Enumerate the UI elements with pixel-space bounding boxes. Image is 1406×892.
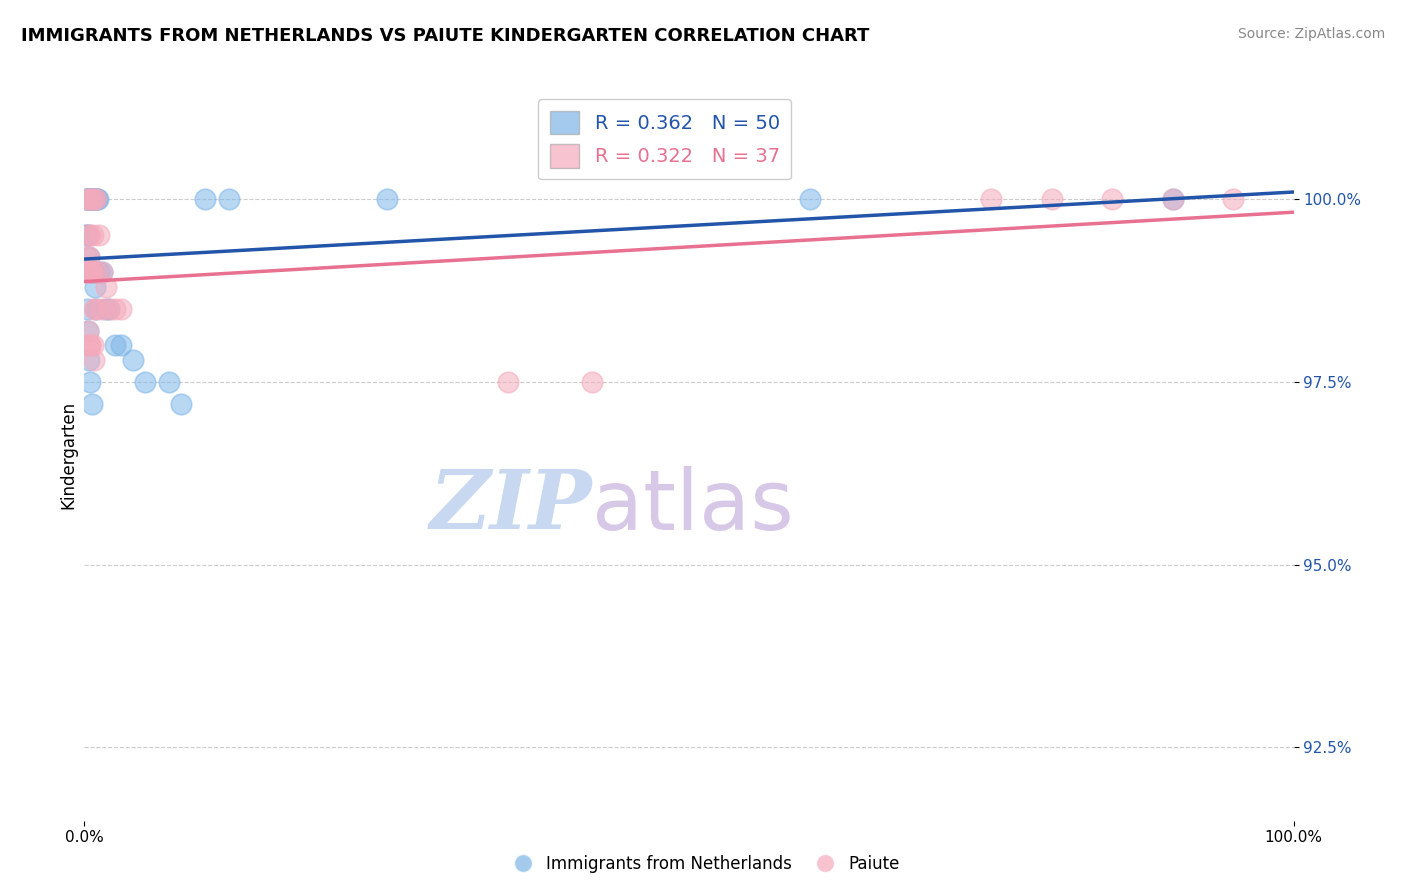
- Point: [79, 192, 101, 206]
- Point: [77, 324, 100, 338]
- Point: [1161, 192, 1184, 206]
- Point: [77, 251, 100, 265]
- Point: [75, 228, 97, 243]
- Point: [77, 192, 100, 206]
- Point: [91, 265, 114, 279]
- Point: [79, 192, 101, 206]
- Point: [86, 301, 108, 316]
- Point: [799, 192, 821, 206]
- Point: [80, 265, 103, 279]
- Point: [110, 301, 132, 316]
- Point: [97, 301, 120, 316]
- Point: [375, 192, 398, 206]
- Text: IMMIGRANTS FROM NETHERLANDS VS PAIUTE KINDERGARTEN CORRELATION CHART: IMMIGRANTS FROM NETHERLANDS VS PAIUTE KI…: [21, 27, 869, 45]
- Point: [86, 192, 108, 206]
- Point: [77, 228, 100, 243]
- Point: [77, 251, 100, 265]
- Point: [80, 265, 103, 279]
- Point: [77, 192, 100, 206]
- Y-axis label: Kindergarten: Kindergarten: [59, 401, 77, 509]
- Point: [82, 192, 104, 206]
- Point: [134, 375, 156, 389]
- Point: [82, 192, 104, 206]
- Point: [82, 192, 104, 206]
- Point: [76, 251, 98, 265]
- Point: [980, 192, 1002, 206]
- Point: [76, 192, 98, 206]
- Legend: R = 0.362   N = 50, R = 0.322   N = 37: R = 0.362 N = 50, R = 0.322 N = 37: [538, 99, 792, 179]
- Point: [79, 265, 101, 279]
- Point: [94, 279, 117, 293]
- Point: [77, 192, 100, 206]
- Point: [83, 192, 105, 206]
- Point: [76, 228, 98, 243]
- Point: [77, 352, 100, 367]
- Point: [76, 301, 98, 316]
- Point: [75, 192, 97, 206]
- Point: [77, 324, 100, 338]
- Point: [1040, 192, 1063, 206]
- Point: [1161, 192, 1184, 206]
- Point: [86, 301, 108, 316]
- Point: [1222, 192, 1244, 206]
- Point: [87, 265, 110, 279]
- Point: [83, 352, 105, 367]
- Point: [104, 301, 127, 316]
- Point: [86, 265, 108, 279]
- Point: [194, 192, 217, 206]
- Point: [581, 375, 603, 389]
- Point: [83, 192, 105, 206]
- Point: [86, 192, 108, 206]
- Point: [91, 265, 114, 279]
- Point: [76, 265, 98, 279]
- Text: atlas: atlas: [592, 466, 794, 547]
- Point: [86, 192, 108, 206]
- Point: [87, 228, 110, 243]
- Point: [86, 192, 108, 206]
- Point: [76, 192, 98, 206]
- Point: [157, 375, 180, 389]
- Point: [77, 228, 100, 243]
- Point: [83, 265, 105, 279]
- Point: [80, 397, 103, 411]
- Point: [82, 338, 104, 352]
- Point: [97, 301, 120, 316]
- Point: [80, 192, 103, 206]
- Point: [82, 228, 104, 243]
- Point: [79, 375, 101, 389]
- Point: [79, 338, 101, 352]
- Legend: Immigrants from Netherlands, Paiute: Immigrants from Netherlands, Paiute: [499, 848, 907, 880]
- Point: [218, 192, 240, 206]
- Point: [84, 192, 107, 206]
- Point: [83, 192, 105, 206]
- Point: [79, 228, 101, 243]
- Point: [77, 265, 100, 279]
- Point: [77, 338, 100, 352]
- Point: [79, 338, 101, 352]
- Point: [76, 192, 98, 206]
- Point: [77, 192, 100, 206]
- Point: [80, 192, 103, 206]
- Point: [80, 265, 103, 279]
- Point: [84, 192, 107, 206]
- Point: [121, 352, 143, 367]
- Point: [94, 301, 117, 316]
- Point: [82, 265, 104, 279]
- Text: Source: ZipAtlas.com: Source: ZipAtlas.com: [1237, 27, 1385, 41]
- Point: [91, 301, 114, 316]
- Text: ZIP: ZIP: [430, 467, 592, 546]
- Point: [84, 279, 107, 293]
- Point: [80, 192, 103, 206]
- Point: [170, 397, 193, 411]
- Point: [1101, 192, 1123, 206]
- Point: [104, 338, 127, 352]
- Point: [496, 375, 519, 389]
- Point: [83, 301, 105, 316]
- Point: [110, 338, 132, 352]
